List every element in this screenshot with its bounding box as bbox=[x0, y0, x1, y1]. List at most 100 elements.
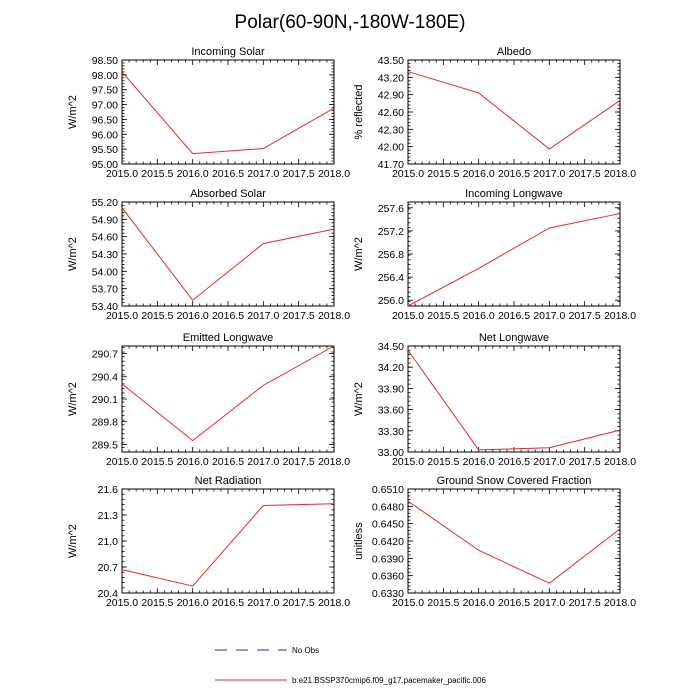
y-tick-label: 53.40 bbox=[92, 301, 118, 313]
y-tick-label: 290.7 bbox=[92, 349, 118, 361]
x-tick-label: 2016.5 bbox=[212, 597, 244, 609]
x-tick-label: 2015.0 bbox=[106, 456, 138, 468]
y-tick-label: 257.6 bbox=[378, 203, 404, 215]
y-tick-label: 33.30 bbox=[378, 426, 404, 438]
x-tick-label: 2018.0 bbox=[604, 168, 636, 180]
panel-title: Net Radiation bbox=[195, 475, 262, 487]
x-tick-label: 2015.5 bbox=[141, 310, 173, 322]
x-tick-label: 2017.5 bbox=[283, 168, 315, 180]
y-tick-label: 43.20 bbox=[378, 72, 404, 84]
y-tick-label: 33.60 bbox=[378, 405, 404, 417]
x-tick-label: 2016.0 bbox=[463, 310, 495, 322]
y-axis-label: unitless bbox=[353, 522, 365, 560]
x-tick-label: 2016.5 bbox=[498, 456, 530, 468]
x-tick-label: 2015.5 bbox=[427, 456, 459, 468]
y-tick-label: 21.0 bbox=[98, 536, 119, 548]
y-tick-label: 42.90 bbox=[378, 90, 404, 102]
x-tick-label: 2015.0 bbox=[392, 310, 424, 322]
x-tick-label: 2016.0 bbox=[177, 168, 209, 180]
x-tick-label: 2017.0 bbox=[247, 456, 279, 468]
x-tick-label: 2016.5 bbox=[212, 456, 244, 468]
y-tick-label: 98.00 bbox=[92, 70, 118, 82]
y-tick-label: 0.6450 bbox=[372, 519, 404, 531]
y-tick-label: 98.50 bbox=[92, 55, 118, 67]
x-tick-label: 2017.0 bbox=[533, 310, 565, 322]
plot-frame bbox=[407, 345, 621, 453]
plot-frame bbox=[407, 201, 621, 307]
x-tick-label: 2016.5 bbox=[498, 168, 530, 180]
x-tick-label: 2015.5 bbox=[141, 168, 173, 180]
x-tick-label: 2016.5 bbox=[498, 310, 530, 322]
x-tick-label: 2016.5 bbox=[212, 310, 244, 322]
y-axis-label: W/m^2 bbox=[353, 237, 365, 271]
x-tick-label: 2015.0 bbox=[392, 168, 424, 180]
y-tick-label: 256.4 bbox=[378, 272, 404, 284]
x-tick-label: 2015.5 bbox=[427, 597, 459, 609]
x-tick-label: 2017.0 bbox=[533, 597, 565, 609]
y-tick-label: 290.4 bbox=[92, 371, 118, 383]
plot-frame bbox=[407, 488, 621, 594]
y-tick-label: 289.8 bbox=[92, 417, 118, 429]
x-tick-label: 2017.5 bbox=[569, 597, 601, 609]
x-tick-label: 2017.5 bbox=[283, 310, 315, 322]
x-tick-label: 2016.5 bbox=[498, 597, 530, 609]
x-tick-label: 2016.0 bbox=[463, 456, 495, 468]
x-tick-label: 2017.5 bbox=[283, 597, 315, 609]
y-axis-label: % reflected bbox=[353, 84, 365, 139]
y-tick-label: 55.20 bbox=[92, 197, 118, 209]
y-axis-label: W/m^2 bbox=[67, 524, 79, 558]
x-tick-label: 2016.0 bbox=[177, 456, 209, 468]
y-tick-label: 34.50 bbox=[378, 341, 404, 353]
x-tick-label: 2017.0 bbox=[247, 597, 279, 609]
series-line bbox=[121, 503, 335, 587]
panel-title: Absorbed Solar bbox=[190, 188, 266, 200]
y-tick-label: 42.00 bbox=[378, 142, 404, 154]
y-tick-label: 33.90 bbox=[378, 383, 404, 395]
y-tick-label: 96.00 bbox=[92, 129, 118, 141]
series-line bbox=[407, 213, 621, 307]
panel-title: Emitted Longwave bbox=[183, 332, 274, 344]
x-tick-label: 2018.0 bbox=[604, 310, 636, 322]
panel-8: Ground Snow Covered Fraction 2015.0 2015.5… bbox=[353, 475, 636, 609]
panel-5: Emitted Longwave 2015.0 2015.5 2016.0 2016.5… bbox=[67, 332, 350, 468]
y-tick-label: 0.6510 bbox=[372, 484, 404, 496]
x-tick-label: 2015.0 bbox=[392, 456, 424, 468]
y-tick-label: 97.00 bbox=[92, 100, 118, 112]
y-tick-label: 256.0 bbox=[378, 295, 404, 307]
y-tick-label: 96.50 bbox=[92, 114, 118, 126]
x-tick-label: 2017.0 bbox=[247, 310, 279, 322]
y-axis-label: W/m^2 bbox=[67, 237, 79, 271]
series-line bbox=[121, 207, 335, 301]
main-title: Polar(60-90N,-180W-180E) bbox=[235, 12, 466, 33]
x-tick-label: 2016.0 bbox=[177, 310, 209, 322]
y-axis-label: W/m^2 bbox=[353, 382, 365, 416]
y-tick-label: 0.6330 bbox=[372, 588, 404, 600]
series-line bbox=[121, 71, 335, 155]
y-tick-label: 0.6480 bbox=[372, 501, 404, 513]
x-tick-label: 2015.0 bbox=[106, 597, 138, 609]
panel-4: Incoming Longwave 2015.0 2015.5 2016.0 2016.… bbox=[353, 188, 636, 322]
plot-frame bbox=[121, 201, 335, 307]
plot-frame bbox=[121, 345, 335, 453]
x-tick-label: 2018.0 bbox=[318, 456, 350, 468]
y-tick-label: 21.3 bbox=[98, 510, 119, 522]
y-axis-label: W/m^2 bbox=[67, 95, 79, 129]
x-tick-label: 2015.5 bbox=[427, 168, 459, 180]
panel-2: Albedo 2015.0 2015.5 2016.0 2016.5 2017.0 2017… bbox=[353, 46, 636, 180]
y-tick-label: 54.90 bbox=[92, 214, 118, 226]
y-tick-label: 53.70 bbox=[92, 284, 118, 296]
y-tick-label: 41.70 bbox=[378, 159, 404, 171]
y-tick-label: 97.50 bbox=[92, 85, 118, 97]
x-tick-label: 2016.5 bbox=[212, 168, 244, 180]
y-tick-label: 21.6 bbox=[98, 484, 119, 496]
x-tick-label: 2016.0 bbox=[463, 168, 495, 180]
series-line bbox=[121, 345, 335, 442]
x-tick-label: 2016.0 bbox=[177, 597, 209, 609]
x-tick-label: 2015.5 bbox=[141, 456, 173, 468]
y-tick-label: 95.00 bbox=[92, 159, 118, 171]
x-tick-label: 2015.0 bbox=[106, 310, 138, 322]
y-tick-label: 20.4 bbox=[98, 588, 119, 600]
